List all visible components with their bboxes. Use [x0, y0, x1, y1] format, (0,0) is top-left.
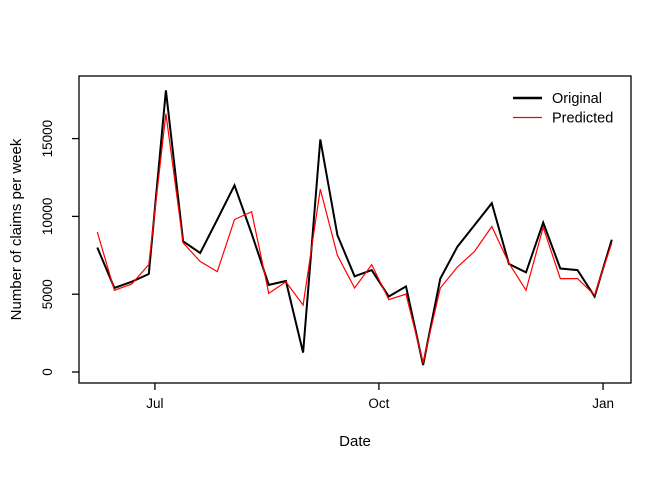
x-axis-title: Date [339, 433, 371, 450]
legend-label-predicted: Predicted [552, 111, 613, 127]
series-line-predicted [96, 113, 613, 363]
y-axis-title: Number of claims per week [8, 138, 25, 320]
plot-box [78, 75, 632, 384]
x-axis-tick-label: Jan [592, 396, 614, 411]
legend-label-original: Original [552, 91, 602, 107]
x-axis-tick-label: Jul [146, 396, 163, 411]
y-axis-tick-label: 0 [40, 368, 55, 376]
y-axis-tick-label: 5000 [40, 279, 55, 309]
x-axis-tick-label: Oct [368, 396, 389, 411]
y-axis-tick-label: 15000 [40, 120, 55, 158]
series-line-original [96, 90, 613, 366]
y-axis-tick-label: 10000 [40, 198, 55, 236]
